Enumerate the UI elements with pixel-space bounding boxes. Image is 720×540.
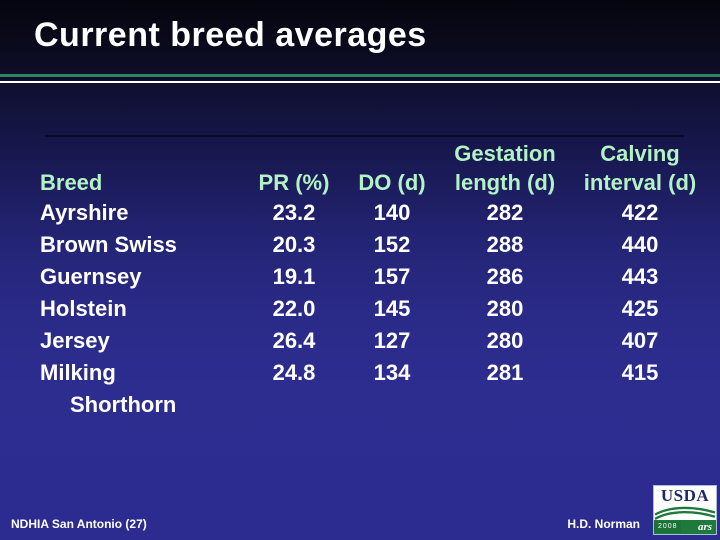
header-do: DO (d): [358, 170, 426, 195]
gestation-value: 280: [486, 328, 524, 353]
breed-name: Brown Swiss: [40, 232, 177, 257]
table-row: Guernsey 19.1 157 286 443: [40, 261, 714, 293]
breed-name: Milking: [40, 360, 116, 385]
do-value: 127: [373, 328, 411, 353]
table-header-row-1: Gestation Calving: [40, 139, 714, 168]
usda-ars-mark: ars: [697, 521, 712, 533]
header-calving: Calving: [600, 141, 680, 166]
do-value: 157: [373, 264, 411, 289]
table-row: Jersey 26.4 127 280 407: [40, 325, 714, 357]
do-value: 140: [373, 200, 411, 225]
table-row: Milking 24.8 134 281 415: [40, 357, 714, 389]
table-header-row-2: Breed PR (%) DO (d) length (d) interval …: [40, 168, 714, 197]
pr-value: 26.4: [272, 328, 316, 353]
usda-band: 2008 ars: [654, 520, 716, 534]
usda-swoosh-icon: [654, 506, 716, 520]
breed-name: Jersey: [40, 328, 110, 353]
title-underline-white: [0, 81, 720, 83]
pr-value: 22.0: [272, 296, 316, 321]
header-calving-interval: interval (d): [583, 170, 697, 195]
header-pr: PR (%): [258, 170, 330, 195]
breed-averages-table: Gestation Calving Breed PR (%) DO (d) le…: [40, 139, 714, 421]
breed-name-wrap: Shorthorn: [70, 392, 177, 417]
do-value: 145: [373, 296, 411, 321]
pr-value: 24.8: [272, 360, 316, 385]
table-row: Holstein 22.0 145 280 425: [40, 293, 714, 325]
slide-title: Current breed averages: [34, 16, 427, 54]
usda-logo: USDA 2008 ars: [653, 485, 717, 535]
pr-value: 23.2: [272, 200, 316, 225]
calving-value: 422: [621, 200, 659, 225]
header-gestation: Gestation: [454, 141, 556, 166]
gestation-value: 281: [486, 360, 524, 385]
table-top-border: [45, 135, 684, 137]
pr-value: 20.3: [272, 232, 316, 257]
header-gestation-length: length (d): [454, 170, 556, 195]
usda-year-label: 2008: [654, 521, 681, 533]
footer-conference-label: NDHIA San Antonio (27): [11, 517, 147, 531]
calving-value: 415: [621, 360, 659, 385]
pr-value: 19.1: [272, 264, 316, 289]
calving-value: 443: [621, 264, 659, 289]
breed-name: Ayrshire: [40, 200, 129, 225]
calving-value: 407: [621, 328, 659, 353]
do-value: 152: [373, 232, 411, 257]
calving-value: 440: [621, 232, 659, 257]
usda-wordmark: USDA: [660, 486, 710, 505]
breed-name: Holstein: [40, 296, 127, 321]
header-breed: Breed: [40, 170, 103, 195]
gestation-value: 286: [486, 264, 524, 289]
table-row: Brown Swiss 20.3 152 288 440: [40, 229, 714, 261]
footer-author-label: H.D. Norman: [567, 517, 640, 531]
table-row-continuation: Shorthorn: [40, 389, 714, 421]
gestation-value: 282: [486, 200, 524, 225]
title-underline-green: [0, 74, 720, 77]
table-row: Ayrshire 23.2 140 282 422: [40, 197, 714, 229]
gestation-value: 288: [486, 232, 524, 257]
gestation-value: 280: [486, 296, 524, 321]
do-value: 134: [373, 360, 411, 385]
breed-name: Guernsey: [40, 264, 142, 289]
calving-value: 425: [621, 296, 659, 321]
